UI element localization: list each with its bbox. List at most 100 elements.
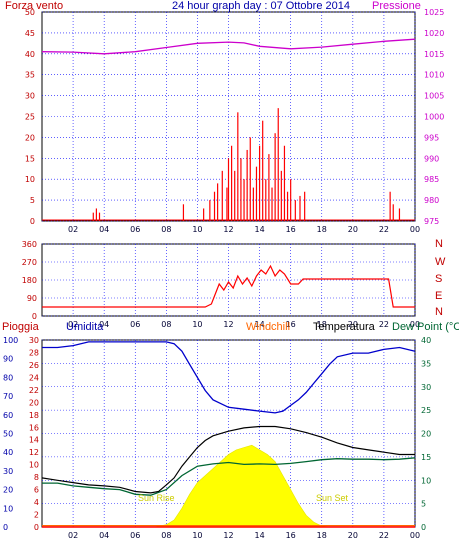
rain-ytick-10: 10	[29, 461, 39, 470]
dewpoint-label: Dew Point (°C	[392, 321, 459, 333]
p3-xtick-10: 10	[192, 531, 202, 540]
wind-ytick-15: 15	[25, 154, 35, 163]
p3-xtick-04: 04	[99, 531, 109, 540]
compass-n-top: N	[435, 238, 443, 250]
rain-ytick-16: 16	[29, 423, 39, 432]
p2-xtick-18: 18	[317, 320, 327, 329]
temperature-label: Temperatura	[313, 321, 375, 333]
pressure-ytick-980: 980	[424, 196, 439, 205]
p2-xtick-20: 20	[348, 320, 358, 329]
p1-xtick-06: 06	[130, 225, 140, 234]
p1-xtick-08: 08	[161, 225, 171, 234]
wind-ytick-5: 5	[30, 196, 35, 205]
rain-ytick-6: 6	[34, 486, 39, 495]
p3-xtick-20: 20	[348, 531, 358, 540]
temp-humidity-panel: 0510152025303540010203040506070809010002…	[3, 336, 431, 540]
rain-ytick-4: 4	[34, 498, 39, 507]
p3-xtick-08: 08	[161, 531, 171, 540]
sunset-label: Sun Set	[316, 493, 349, 503]
temp-ytick-35: 35	[421, 359, 431, 368]
p1-xtick-14: 14	[254, 225, 264, 234]
direction-ytick-180: 180	[22, 276, 37, 285]
wind-ytick-45: 45	[25, 29, 35, 38]
p1-xtick-12: 12	[223, 225, 233, 234]
p2-xtick-08: 08	[161, 320, 171, 329]
p2-xtick-10: 10	[192, 320, 202, 329]
rain-ytick-22: 22	[29, 386, 39, 395]
wind-ytick-0: 0	[30, 217, 35, 226]
rain-ytick-18: 18	[29, 411, 39, 420]
p1-xtick-00: 00	[410, 225, 420, 234]
humidity-ytick-70: 70	[3, 392, 13, 401]
compass-w: W	[435, 256, 446, 268]
rain-ytick-2: 2	[34, 511, 39, 520]
p2-xtick-12: 12	[223, 320, 233, 329]
rain-ytick-26: 26	[29, 361, 39, 370]
temp-ytick-40: 40	[421, 336, 431, 345]
wind-ytick-35: 35	[25, 71, 35, 80]
humidity-label: Umidita	[66, 321, 104, 333]
humidity-ytick-10: 10	[3, 504, 13, 513]
humidity-ytick-30: 30	[3, 467, 13, 476]
pressure-label: Pressione	[372, 0, 421, 12]
rain-ytick-30: 30	[29, 336, 39, 345]
p1-xtick-04: 04	[99, 225, 109, 234]
pressure-ytick-1025: 1025	[424, 8, 444, 17]
pressure-ytick-1015: 1015	[424, 50, 444, 59]
compass-e: E	[435, 290, 443, 302]
rain-ytick-12: 12	[29, 448, 39, 457]
humidity-ytick-50: 50	[3, 430, 13, 439]
rain-ytick-0: 0	[34, 523, 39, 532]
p3-xtick-02: 02	[68, 531, 78, 540]
rain-ytick-8: 8	[34, 473, 39, 482]
p2-xtick-22: 22	[379, 320, 389, 329]
pressure-line	[41, 38, 416, 55]
humidity-ytick-20: 20	[3, 486, 13, 495]
wind-ytick-25: 25	[25, 113, 35, 122]
temp-ytick-25: 25	[421, 406, 431, 415]
rain-ytick-28: 28	[29, 348, 39, 357]
rain-label: Pioggia	[2, 321, 39, 333]
p3-xtick-06: 06	[130, 531, 140, 540]
temp-ytick-20: 20	[421, 430, 431, 439]
p1-xtick-22: 22	[379, 225, 389, 234]
dewpoint-line	[42, 457, 416, 496]
pressure-ytick-1020: 1020	[424, 29, 444, 38]
wind-ytick-20: 20	[25, 133, 35, 142]
p1-xtick-10: 10	[192, 225, 202, 234]
temp-ytick-0: 0	[421, 523, 426, 532]
temperature-line	[41, 425, 415, 494]
solar-area	[153, 444, 330, 528]
p1-xtick-20: 20	[348, 225, 358, 234]
graph-title: 24 hour graph day : 07 Ottobre 2014	[172, 0, 350, 12]
pressure-ytick-975: 975	[424, 217, 439, 226]
wind-ytick-30: 30	[25, 92, 35, 101]
rain-ytick-14: 14	[29, 436, 39, 445]
wind-direction-panel: 0 90 180 270 360 02 04 06 08 10 12 14 16 18 20 22 00	[22, 240, 420, 329]
pressure-ytick-995: 995	[424, 133, 439, 142]
pressure-ytick-985: 985	[424, 175, 439, 184]
pressure-ytick-1000: 1000	[424, 113, 444, 122]
temp-ytick-5: 5	[421, 500, 426, 509]
direction-ytick-90: 90	[27, 294, 37, 303]
humidity-ytick-80: 80	[3, 373, 13, 382]
p3-xtick-12: 12	[223, 531, 233, 540]
wind-ytick-10: 10	[25, 175, 35, 184]
wind-ytick-50: 50	[25, 8, 35, 17]
humidity-ytick-60: 60	[3, 411, 13, 420]
humidity-ytick-90: 90	[3, 355, 13, 364]
pressure-ytick-990: 990	[424, 154, 439, 163]
p2-xtick-06: 06	[130, 320, 140, 329]
p3-xtick-00: 00	[410, 531, 420, 540]
temp-ytick-10: 10	[421, 476, 431, 485]
direction-ytick-360: 360	[22, 240, 37, 249]
compass-n-bottom: N	[435, 306, 443, 318]
wind-pressure-panel: 0510152025303540455097598098599099510001…	[25, 8, 445, 234]
p3-xtick-18: 18	[317, 531, 327, 540]
rain-ytick-20: 20	[29, 398, 39, 407]
humidity-line	[42, 341, 416, 414]
wind-direction-line	[42, 264, 415, 308]
sunrise-label: Sun Rise	[138, 493, 175, 503]
temp-ytick-15: 15	[421, 453, 431, 462]
compass-s: S	[435, 273, 443, 285]
